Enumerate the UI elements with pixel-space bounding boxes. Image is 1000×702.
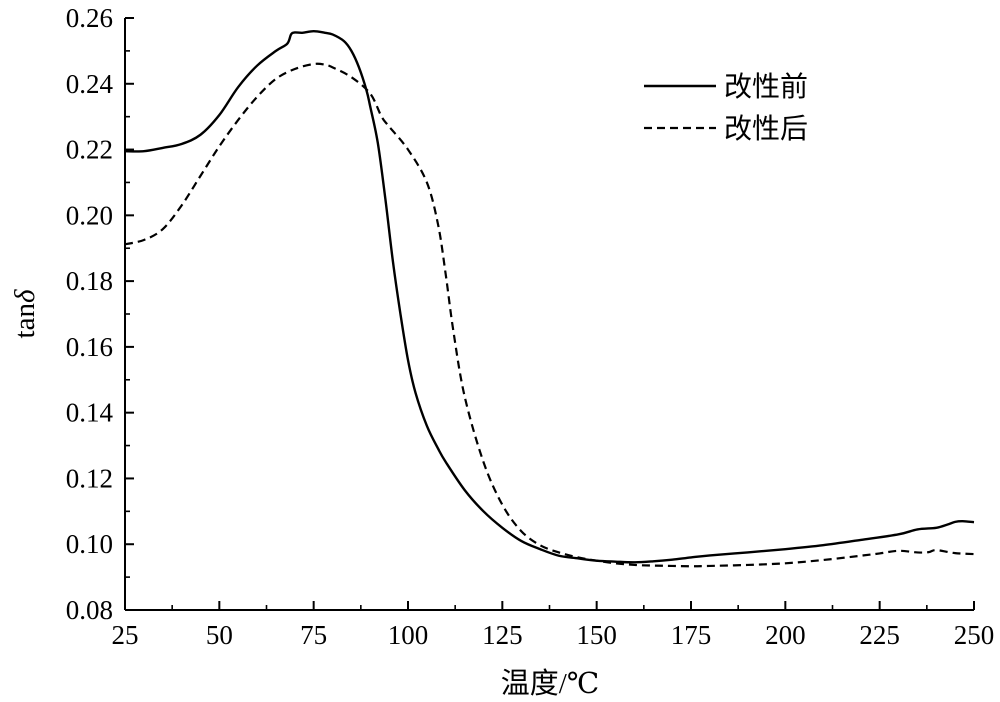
y-tick-label: 0.22 [66,135,113,165]
x-tick-label: 75 [300,620,327,650]
axes [124,18,974,611]
x-tick-label: 25 [112,620,139,650]
y-tick-label: 0.20 [66,200,113,230]
y-tick-label: 0.14 [66,398,114,428]
y-tick-label: 0.26 [66,3,113,33]
axis-ticks: 25 50 75 100 125 150 175 200 225 250 0.08 0.10 0.12 0… [66,3,995,650]
x-tick-label: 250 [954,620,995,650]
series-line-after [124,62,975,568]
x-tick-label: 50 [206,620,233,650]
y-tick-label: 0.24 [66,69,114,99]
x-tick-label: 150 [576,620,617,650]
y-tick-label: 0.12 [66,463,113,493]
y-axis-title: tanδ [9,289,41,338]
y-axis-label-symbol: δ [9,289,41,303]
x-tick-label: 225 [859,620,900,650]
data-series [124,29,975,568]
x-tick-label: 100 [388,620,429,650]
y-axis-label-base: tan [9,303,41,339]
legend: 改性前 改性后 [644,70,808,145]
series-line-before [124,29,975,564]
x-axis-title: 温度/℃ [501,667,600,700]
x-axis-label: 温度/℃ [501,667,600,700]
legend-label-after: 改性后 [724,112,808,145]
y-tick-label: 0.18 [66,266,113,296]
y-tick-label: 0.10 [66,529,113,559]
x-tick-label: 125 [482,620,523,650]
x-tick-label: 200 [765,620,806,650]
y-tick-label: 0.08 [66,595,113,625]
legend-label-before: 改性前 [724,70,808,103]
y-tick-label: 0.16 [66,332,113,362]
y-axis-label: tanδ [9,289,41,338]
x-tick-label: 175 [671,620,712,650]
